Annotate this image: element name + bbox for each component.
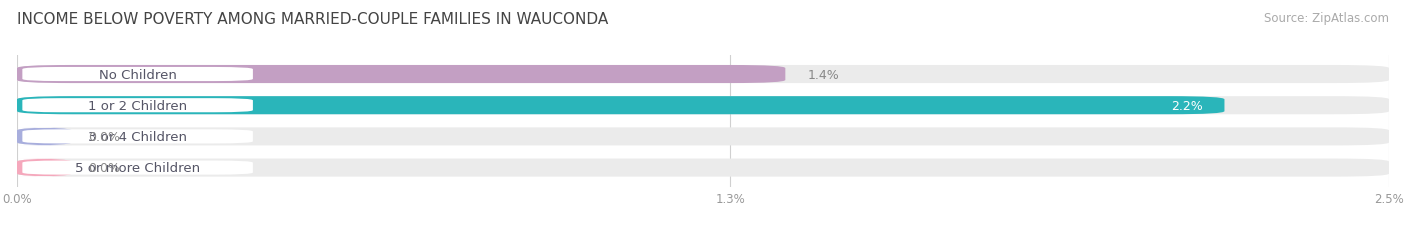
FancyBboxPatch shape	[17, 128, 1389, 146]
Text: 5 or more Children: 5 or more Children	[75, 161, 200, 174]
Text: 0.0%: 0.0%	[89, 161, 121, 174]
FancyBboxPatch shape	[22, 68, 253, 82]
FancyBboxPatch shape	[17, 128, 72, 146]
FancyBboxPatch shape	[22, 99, 253, 113]
FancyBboxPatch shape	[17, 97, 1225, 115]
Text: INCOME BELOW POVERTY AMONG MARRIED-COUPLE FAMILIES IN WAUCONDA: INCOME BELOW POVERTY AMONG MARRIED-COUPL…	[17, 12, 609, 27]
Text: 0.0%: 0.0%	[89, 130, 121, 143]
Text: 3 or 4 Children: 3 or 4 Children	[89, 130, 187, 143]
Text: 2.2%: 2.2%	[1171, 99, 1202, 112]
Text: 1.4%: 1.4%	[807, 68, 839, 81]
Text: 1 or 2 Children: 1 or 2 Children	[89, 99, 187, 112]
FancyBboxPatch shape	[22, 130, 253, 144]
FancyBboxPatch shape	[17, 66, 1389, 84]
Text: No Children: No Children	[98, 68, 177, 81]
FancyBboxPatch shape	[17, 159, 72, 177]
Text: Source: ZipAtlas.com: Source: ZipAtlas.com	[1264, 12, 1389, 24]
FancyBboxPatch shape	[17, 66, 786, 84]
FancyBboxPatch shape	[17, 97, 1389, 115]
FancyBboxPatch shape	[17, 159, 1389, 177]
FancyBboxPatch shape	[22, 161, 253, 175]
